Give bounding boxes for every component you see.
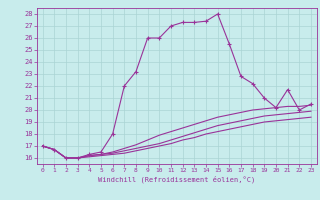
X-axis label: Windchill (Refroidissement éolien,°C): Windchill (Refroidissement éolien,°C) (98, 176, 255, 183)
